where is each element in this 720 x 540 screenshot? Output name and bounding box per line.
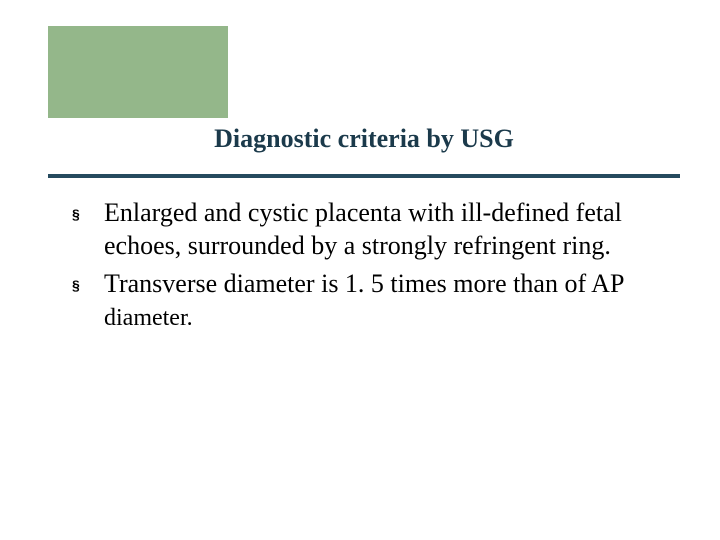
slide-title: Diagnostic criteria by USG	[48, 118, 680, 168]
list-item: § Transverse diameter is 1. 5 times more…	[72, 267, 672, 334]
bullet-text-part: Transverse diameter is 1. 5 times more t…	[104, 269, 623, 298]
slide: Diagnostic criteria by USG § Enlarged an…	[0, 0, 720, 540]
bullet-glyph-icon: §	[72, 267, 104, 293]
bullet-text-part: diameter.	[104, 305, 193, 331]
content-area: § Enlarged and cystic placenta with ill-…	[72, 196, 672, 338]
title-area: Diagnostic criteria by USG	[48, 118, 680, 178]
accent-block	[48, 26, 228, 118]
bullet-text: Transverse diameter is 1. 5 times more t…	[104, 267, 672, 334]
bullet-glyph-icon: §	[72, 196, 104, 222]
title-divider	[48, 174, 680, 178]
bullet-text: Enlarged and cystic placenta with ill-de…	[104, 196, 672, 263]
list-item: § Enlarged and cystic placenta with ill-…	[72, 196, 672, 263]
